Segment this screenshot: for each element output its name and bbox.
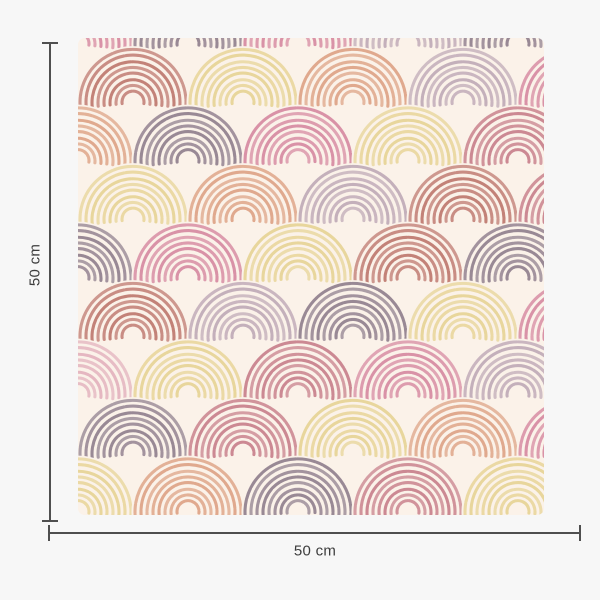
rainbow-motif xyxy=(186,163,300,227)
rainbow-motif xyxy=(241,221,355,286)
rainbow-motif xyxy=(406,46,520,110)
rainbow-motif xyxy=(241,455,355,515)
rainbow-motif xyxy=(131,104,245,169)
rainbow-motif xyxy=(131,221,245,286)
rainbow-motif xyxy=(296,397,410,461)
width-label: 50 cm xyxy=(293,542,337,560)
rainbow-motif xyxy=(296,280,410,344)
rainbow-motif xyxy=(516,280,544,344)
rainbow-motif xyxy=(186,280,300,344)
rainbow-motif xyxy=(78,455,135,515)
vertical-dimension-endcap-bottom xyxy=(42,520,58,522)
rainbow-motif xyxy=(78,38,135,52)
vertical-dimension-line xyxy=(49,43,51,522)
rainbow-motif xyxy=(78,221,135,286)
rainbow-motif xyxy=(351,455,465,515)
rainbow-motif xyxy=(186,46,300,110)
rainbow-motif xyxy=(78,397,190,461)
rainbow-motif xyxy=(516,397,544,461)
rainbow-motif xyxy=(78,280,190,344)
rainbow-motif xyxy=(78,338,135,403)
rainbow-motif xyxy=(78,163,190,227)
horizontal-dimension-line xyxy=(49,532,581,534)
rainbow-motif xyxy=(516,163,544,227)
rainbow-motif xyxy=(351,338,465,403)
rainbow-motif xyxy=(516,46,544,110)
vertical-dimension-endcap-top xyxy=(42,42,58,44)
horizontal-dimension-endcap-right xyxy=(579,525,581,541)
rainbow-motif xyxy=(461,338,544,403)
rainbow-pattern-svg xyxy=(78,38,544,515)
rainbow-motif xyxy=(78,46,190,110)
rainbow-motif xyxy=(241,104,355,169)
horizontal-dimension-endcap-left xyxy=(48,525,50,541)
rainbow-motif xyxy=(131,455,245,515)
height-label: 50 cm xyxy=(26,243,44,287)
rainbow-motif xyxy=(461,455,544,515)
rainbow-motif xyxy=(78,104,135,169)
rainbow-motif xyxy=(131,38,245,52)
rainbow-motif xyxy=(241,338,355,403)
rainbow-motif xyxy=(351,221,465,286)
rainbow-motif xyxy=(461,38,544,52)
rainbow-motif xyxy=(186,397,300,461)
rainbow-motif xyxy=(241,38,355,52)
rainbow-motif xyxy=(351,38,465,52)
rainbow-motif xyxy=(296,163,410,227)
rainbow-motif xyxy=(406,163,520,227)
rainbow-motif xyxy=(406,280,520,344)
rainbow-motif xyxy=(461,104,544,169)
rainbow-pattern-group xyxy=(78,38,544,515)
pattern-swatch xyxy=(78,38,544,515)
rainbow-motif xyxy=(296,46,410,110)
rainbow-motif xyxy=(461,221,544,286)
rainbow-motif xyxy=(351,104,465,169)
rainbow-motif xyxy=(406,397,520,461)
rainbow-motif xyxy=(131,338,245,403)
